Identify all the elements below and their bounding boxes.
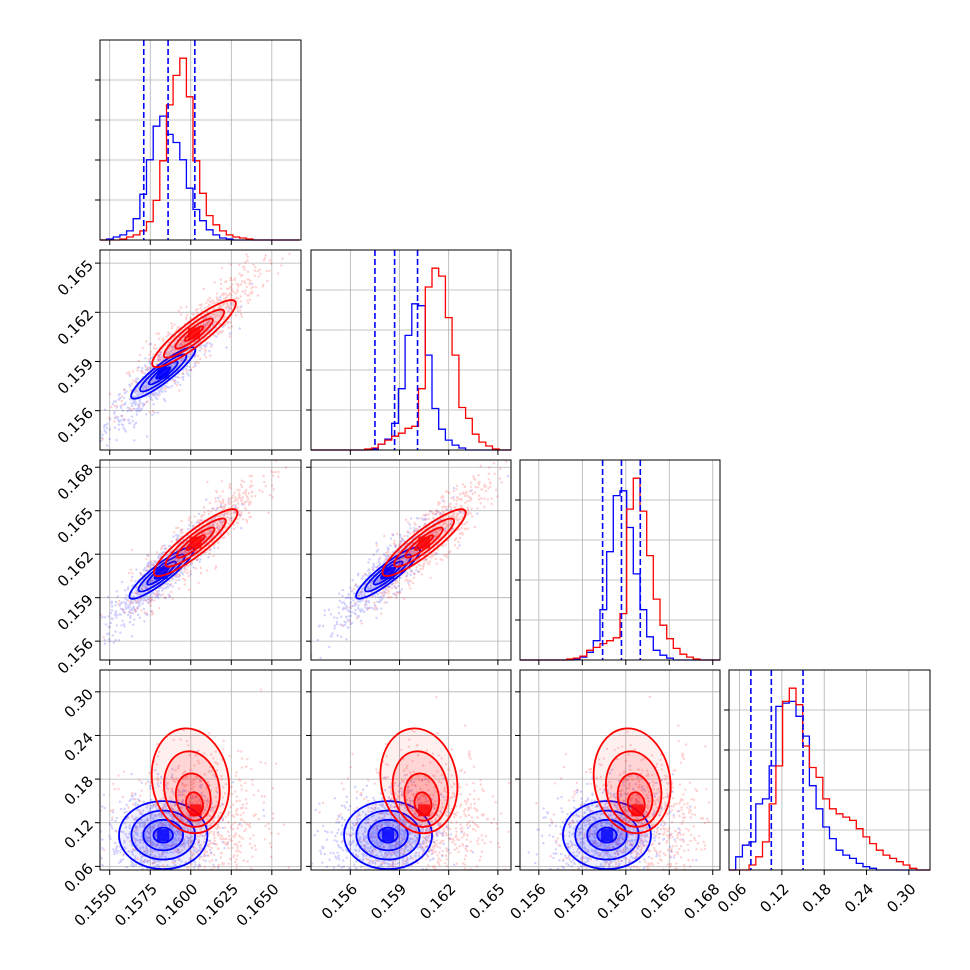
y-tick-label: 0.18 [61,772,97,808]
scatter-panel [100,688,290,870]
density-peak [600,829,613,842]
y-tick-label: 0.168 [54,461,97,504]
panel-frame [519,669,721,871]
histogram-red [520,477,720,661]
red-contours [152,508,239,578]
histogram-blue [729,700,930,871]
x-tick-label: 0.1625 [192,880,242,930]
y-tick-label: 0.12 [61,816,97,852]
density-peak [631,804,644,817]
blue-contours [118,800,209,870]
panel-frame [728,669,931,871]
panel-frame [310,669,512,871]
panel-frame [99,459,302,661]
x-tick-label: 0.156 [506,880,549,923]
x-tick-label: 0.18 [799,880,835,916]
panel-frame [99,249,302,451]
x-tick-label: 0.1600 [152,880,202,930]
density-peak [188,327,201,340]
x-tick-label: 0.165 [466,880,509,923]
x-tick-label: 0.159 [550,880,593,923]
histogram-red [311,267,511,451]
y-tick-label: 0.165 [54,504,97,547]
scatter-content [100,460,301,645]
scatter-grid [100,670,301,870]
scatter-content [311,460,510,660]
scatter-panel [311,695,511,870]
x-tick-label: 0.1575 [111,880,161,930]
red-contours [379,727,459,835]
x-tick-label: 0.162 [416,880,459,923]
y-tick-label: 0.30 [61,685,97,721]
x-tick-label: 0.1650 [233,880,283,930]
scatter-content [100,252,291,447]
red-contours [592,727,672,835]
density-peak [189,536,202,549]
scatter-panel [311,460,510,660]
x-tick-label: 0.165 [637,880,680,923]
density-peak [418,536,431,549]
diag-grid [739,670,910,870]
density-peak [189,804,202,817]
histogram-red [100,57,300,241]
scatter-panel [100,460,301,645]
blue-contours [130,346,197,400]
y-tick-label: 0.156 [54,634,97,677]
scatter-grid [100,250,301,450]
panel-frame [99,39,302,241]
x-tick-label: 0.162 [593,880,636,923]
x-tick-label: 0.12 [756,880,792,916]
density-peak [382,829,395,842]
scatter-panel [100,252,291,447]
scatter-content [100,688,290,870]
panel-frame [99,669,302,871]
density-peak [418,804,431,817]
y-tick-label: 0.06 [61,860,97,896]
y-tick-label: 0.162 [54,547,97,590]
scatter-content [311,695,511,870]
y-tick-label: 0.159 [54,591,97,634]
red-contours [150,727,231,835]
x-tick-label: 0.159 [367,880,410,923]
diag-grid [109,40,273,240]
density-peak [157,366,170,379]
diag-grid [538,460,714,660]
x-tick-label: 0.30 [883,880,919,916]
y-tick-label: 0.24 [61,729,97,765]
scatter-panel [527,695,711,870]
density-peak [157,829,170,842]
y-tick-label: 0.159 [54,355,97,398]
blue-contours [343,800,433,870]
red-contours [381,508,467,577]
histogram-red [729,687,930,871]
y-tick-label: 0.162 [54,306,97,349]
y-tick-label: 0.156 [54,404,97,447]
panel-frame [519,459,721,661]
x-tick-label: 0.06 [714,880,750,916]
panel-frame [310,459,512,661]
x-tick-label: 0.24 [841,880,877,916]
panel-frame [310,249,512,451]
y-tick-label: 0.165 [54,256,97,299]
diag-grid [349,250,499,450]
red-contours [151,299,237,369]
scatter-grid [311,460,511,660]
x-tick-label: 0.156 [318,880,361,923]
scatter-content [527,695,711,870]
